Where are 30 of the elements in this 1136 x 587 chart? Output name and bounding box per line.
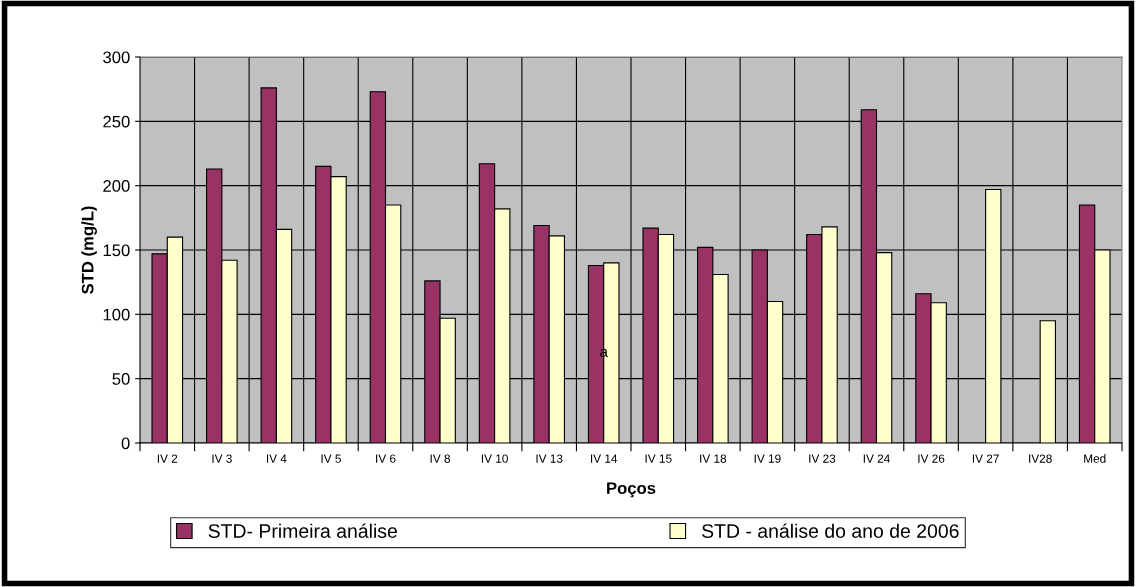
x-tick-label: IV 10 (481, 454, 508, 463)
x-tick-label: IV 15 (645, 454, 672, 463)
y-axis-title: STD (mg/L) (81, 206, 97, 294)
x-tick-label: IV 19 (754, 454, 781, 463)
y-tick-label: 250 (103, 115, 130, 128)
y-tick-label: 100 (103, 308, 130, 321)
x-tick-label: IV 18 (700, 454, 727, 463)
y-tick-label: 0 (121, 437, 130, 450)
x-tick-label: IV 13 (536, 454, 563, 463)
x-tick-label: IV 23 (809, 454, 836, 463)
legend-label: STD - análise do ano de 2006 (702, 523, 959, 538)
x-tick-label: IV 26 (918, 454, 945, 463)
x-tick-label: IV28 (1029, 454, 1052, 463)
x-tick-label: IV 4 (266, 454, 287, 463)
y-tick-label: 150 (103, 244, 130, 257)
x-tick-label: IV 14 (591, 454, 618, 463)
x-tick-label: IV 8 (430, 454, 451, 463)
x-tick-label: IV 5 (321, 454, 341, 463)
y-tick-label: 300 (103, 51, 130, 64)
annotation: a (600, 348, 608, 358)
x-tick-label: Med (1084, 454, 1106, 463)
y-tick-label: 200 (103, 180, 130, 192)
y-tick-label: 50 (112, 373, 130, 385)
legend-label: STD- Primeira análise (208, 523, 397, 538)
x-tick-label: IV 2 (157, 454, 178, 463)
x-tick-label: IV 3 (212, 454, 232, 463)
x-tick-label: IV 6 (376, 454, 396, 463)
x-tick-label: IV 24 (863, 454, 890, 463)
x-axis-title: Poços (607, 482, 656, 498)
x-tick-label: IV 27 (972, 454, 999, 463)
